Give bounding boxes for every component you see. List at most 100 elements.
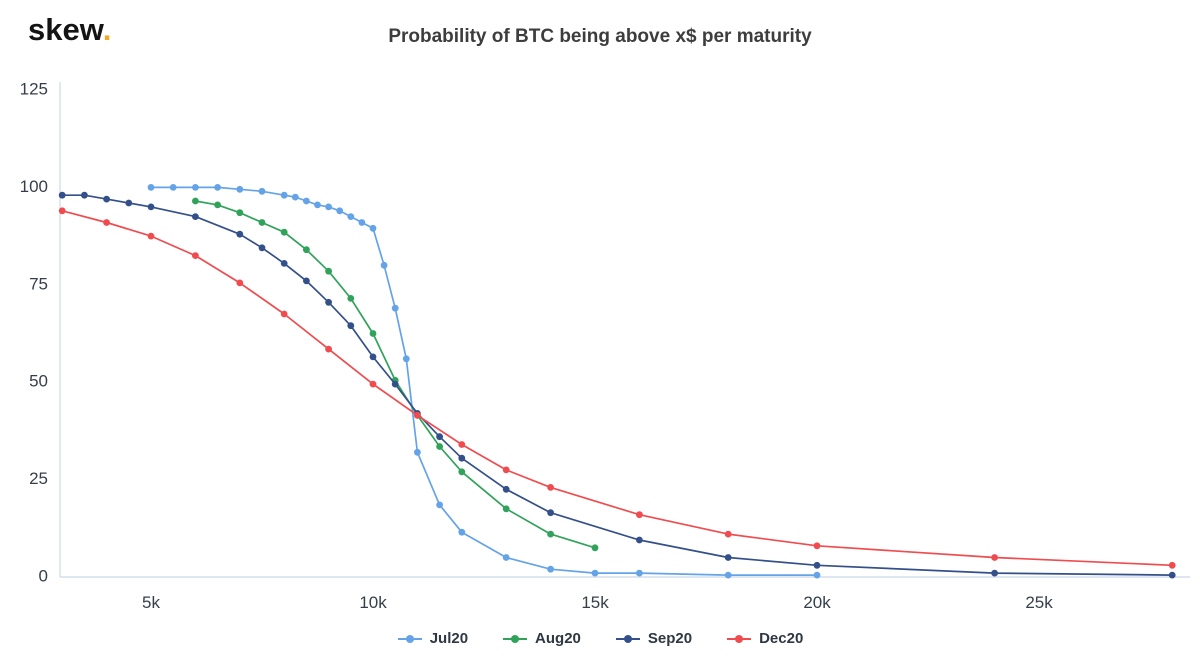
data-point-aug20	[436, 443, 443, 450]
data-point-sep20	[325, 298, 332, 306]
data-point-sep20	[458, 454, 466, 462]
legend-item-sep20[interactable]: Sep20	[615, 630, 692, 647]
data-point-dec20	[724, 530, 732, 538]
skew-logo: skew.	[28, 12, 111, 48]
data-point-jul20	[636, 569, 643, 577]
data-point-jul20	[369, 224, 377, 232]
legend-marker-jul20	[397, 634, 422, 643]
data-point-dec20	[369, 380, 377, 388]
y-tick-label-75: 75	[29, 274, 48, 293]
data-point-dec20	[280, 310, 288, 318]
data-point-jul20	[380, 261, 388, 269]
data-point-sep20	[147, 203, 155, 211]
x-tick-label-10k: 10k	[359, 593, 387, 612]
data-point-sep20	[236, 230, 244, 238]
data-point-sep20	[258, 244, 266, 252]
series-line-dec20	[61, 209, 1174, 567]
series-line-jul20	[150, 186, 818, 576]
data-point-jul20	[724, 571, 732, 579]
data-point-aug20	[347, 295, 355, 302]
x-tick-label-25k: 25k	[1025, 593, 1053, 612]
data-point-sep20	[724, 554, 732, 561]
data-point-aug20	[547, 530, 554, 538]
data-point-aug20	[591, 544, 599, 552]
y-tick-label-25: 25	[29, 469, 48, 488]
data-point-aug20	[458, 468, 466, 476]
data-point-dec20	[236, 279, 244, 287]
data-point-sep20	[347, 322, 355, 330]
data-point-dec20	[414, 411, 421, 419]
data-point-jul20	[414, 448, 421, 456]
data-point-sep20	[636, 536, 643, 544]
data-point-jul20	[458, 528, 466, 536]
data-point-sep20	[280, 260, 288, 267]
data-point-aug20	[192, 197, 199, 205]
probability-line-chart[interactable]: 0 25 50 75 100 125 5k 10k 15k 20k 25k	[0, 60, 1200, 628]
series-line-sep20	[61, 194, 1174, 576]
data-point-jul20	[547, 565, 554, 573]
data-point-jul20	[314, 201, 321, 209]
x-tick-label-20k: 20k	[803, 593, 831, 612]
data-point-dec20	[458, 441, 466, 448]
data-point-sep20	[813, 561, 821, 569]
data-point-aug20	[214, 201, 222, 209]
legend-label-jul20: Jul20	[429, 630, 469, 647]
logo-dot: .	[102, 12, 112, 47]
data-point-jul20	[591, 569, 599, 577]
data-point-dec20	[813, 542, 821, 550]
data-point-aug20	[258, 219, 266, 226]
chart-legend: Jul20 Aug20 Sep20 Dec20	[0, 630, 1200, 647]
data-point-jul20	[347, 213, 355, 221]
legend-item-dec20[interactable]: Dec20	[726, 630, 803, 647]
legend-label-dec20: Dec20	[759, 630, 804, 647]
data-point-aug20	[369, 330, 377, 337]
series-line-aug20	[194, 200, 596, 549]
data-point-dec20	[325, 345, 332, 353]
data-point-sep20	[991, 569, 998, 577]
legend-item-aug20[interactable]: Aug20	[502, 630, 581, 647]
legend-item-jul20[interactable]: Jul20	[397, 630, 468, 647]
y-tick-label-100: 100	[20, 177, 48, 196]
data-point-jul20	[391, 304, 399, 312]
data-point-jul20	[236, 185, 244, 193]
data-point-dec20	[192, 252, 199, 259]
legend-label-aug20: Aug20	[535, 630, 581, 647]
legend-marker-sep20	[615, 634, 640, 643]
data-point-sep20	[81, 191, 88, 199]
data-point-jul20	[280, 191, 288, 199]
data-point-dec20	[636, 511, 643, 519]
chart-title: Probability of BTC being above x$ per ma…	[388, 26, 812, 47]
data-point-aug20	[280, 228, 288, 236]
data-point-dec20	[103, 219, 110, 226]
data-point-sep20	[58, 191, 66, 199]
data-point-jul20	[291, 193, 299, 201]
x-tick-label-15k: 15k	[581, 593, 609, 612]
data-point-aug20	[303, 246, 310, 254]
data-point-sep20	[125, 199, 133, 207]
y-tick-label-125: 125	[20, 79, 48, 98]
header: skew. Probability of BTC being above x$ …	[0, 0, 1200, 60]
data-point-jul20	[358, 219, 366, 226]
data-point-dec20	[502, 466, 510, 474]
data-point-jul20	[813, 571, 821, 579]
data-point-jul20	[502, 554, 510, 561]
legend-marker-dec20	[727, 634, 752, 643]
y-tick-label-0: 0	[39, 566, 48, 585]
data-point-aug20	[325, 267, 332, 275]
data-point-jul20	[214, 184, 222, 191]
logo-text: skew	[28, 12, 103, 47]
data-point-jul20	[336, 207, 344, 215]
data-point-sep20	[103, 195, 110, 203]
data-point-dec20	[58, 207, 66, 215]
data-point-sep20	[502, 485, 510, 493]
data-point-sep20	[303, 277, 310, 285]
data-point-dec20	[991, 554, 998, 561]
x-tick-label-5k: 5k	[142, 593, 160, 612]
data-point-sep20	[369, 353, 377, 361]
data-point-dec20	[147, 232, 155, 240]
data-point-dec20	[547, 484, 554, 491]
data-point-aug20	[502, 505, 510, 513]
data-point-sep20	[192, 213, 199, 221]
data-point-jul20	[147, 184, 155, 191]
